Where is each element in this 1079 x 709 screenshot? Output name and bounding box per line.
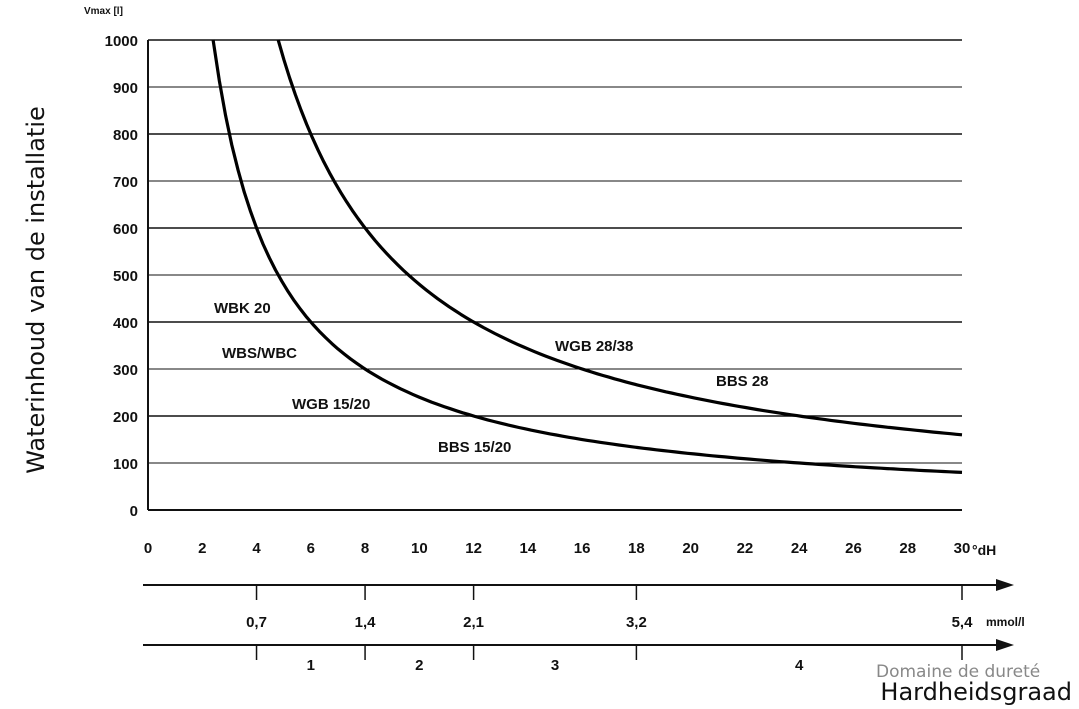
x-tick-label: 28 xyxy=(899,540,916,557)
annotation-bbs-28: BBS 28 xyxy=(716,373,769,390)
mmol-axis-arrowhead xyxy=(996,579,1014,591)
series-line-1 xyxy=(211,39,963,474)
hardness-range-label: 4 xyxy=(795,657,804,674)
x-tick-label: 16 xyxy=(574,540,591,557)
y-tick-label: 300 xyxy=(113,362,138,379)
y-tick-labels: 0 100 200 300 400 500 600 700 800 900 1000 xyxy=(105,33,138,520)
caption-mask xyxy=(848,679,1079,709)
y-unit-label: Vmax [l] xyxy=(84,6,123,17)
y-tick-label: 500 xyxy=(113,268,138,285)
y-tick-label: 0 xyxy=(130,503,138,520)
annotation-wgb-15-20: WGB 15/20 xyxy=(292,396,370,413)
y-tick-label: 100 xyxy=(113,456,138,473)
x-tick-label: 10 xyxy=(411,540,428,557)
hardness-range-label: 2 xyxy=(415,657,423,674)
x-tick-label: 26 xyxy=(845,540,862,557)
partial-overlapped-text: Domaine de dureté xyxy=(876,662,1040,682)
x-tick-label: 12 xyxy=(465,540,482,557)
y-tick-label: 800 xyxy=(113,127,138,144)
x-tick-label: 6 xyxy=(307,540,315,557)
mmol-tick-label: 1,4 xyxy=(355,614,377,631)
y-tick-label: 900 xyxy=(113,80,138,97)
y-axis-title: Waterinhoud van de installatie xyxy=(22,106,50,474)
x-unit-label: °dH xyxy=(972,542,996,558)
grid-lines xyxy=(148,39,962,464)
mmol-tick-label: 0,7 xyxy=(246,614,267,631)
annotation-wgb-28-38: WGB 28/38 xyxy=(555,338,633,355)
annotation-wbk20: WBK 20 xyxy=(214,300,271,317)
x-tick-label: 2 xyxy=(198,540,206,557)
curves xyxy=(211,39,963,474)
y-tick-label: 700 xyxy=(113,174,138,191)
y-tick-label: 1000 xyxy=(105,33,138,50)
x-axis-title: Hardheidsgraad xyxy=(880,678,1072,706)
hardness-range-ticks xyxy=(255,645,963,660)
mmol-unit-label: mmol/l xyxy=(986,615,1025,629)
annotation-wbs-wbc: WBS/WBC xyxy=(222,345,297,362)
y-tick-label: 400 xyxy=(113,315,138,332)
mmol-axis-ticks: 0,7 1,4 2,1 3,2 5,4 xyxy=(246,585,973,631)
mmol-tick-label: 2,1 xyxy=(463,614,484,631)
hardness-axis-arrowhead xyxy=(996,639,1014,651)
x-tick-label: 22 xyxy=(737,540,754,557)
series-line-2 xyxy=(276,39,963,437)
x-tick-label: 0 xyxy=(144,540,152,557)
y-tick-label: 600 xyxy=(113,221,138,238)
x-tick-labels: 0 2 4 6 8 10 12 14 16 18 20 22 24 26 28 30 xyxy=(144,540,971,557)
mmol-tick-label: 5,4 xyxy=(952,614,974,631)
hardness-range-label: 3 xyxy=(551,657,559,674)
x-tick-label: 24 xyxy=(791,540,808,557)
x-tick-label: 8 xyxy=(361,540,369,557)
x-tick-label: 18 xyxy=(628,540,645,557)
annotation-bbs-15-20: BBS 15/20 xyxy=(438,439,511,456)
x-tick-label: 4 xyxy=(252,540,261,557)
hardness-range-labels: 1 2 3 4 xyxy=(307,657,804,674)
x-tick-label: 30 xyxy=(954,540,971,557)
hardness-range-label: 1 xyxy=(307,657,315,674)
y-tick-label: 200 xyxy=(113,409,138,426)
x-tick-label: 20 xyxy=(682,540,699,557)
x-tick-label: 14 xyxy=(520,540,537,557)
mmol-tick-label: 3,2 xyxy=(626,614,647,631)
